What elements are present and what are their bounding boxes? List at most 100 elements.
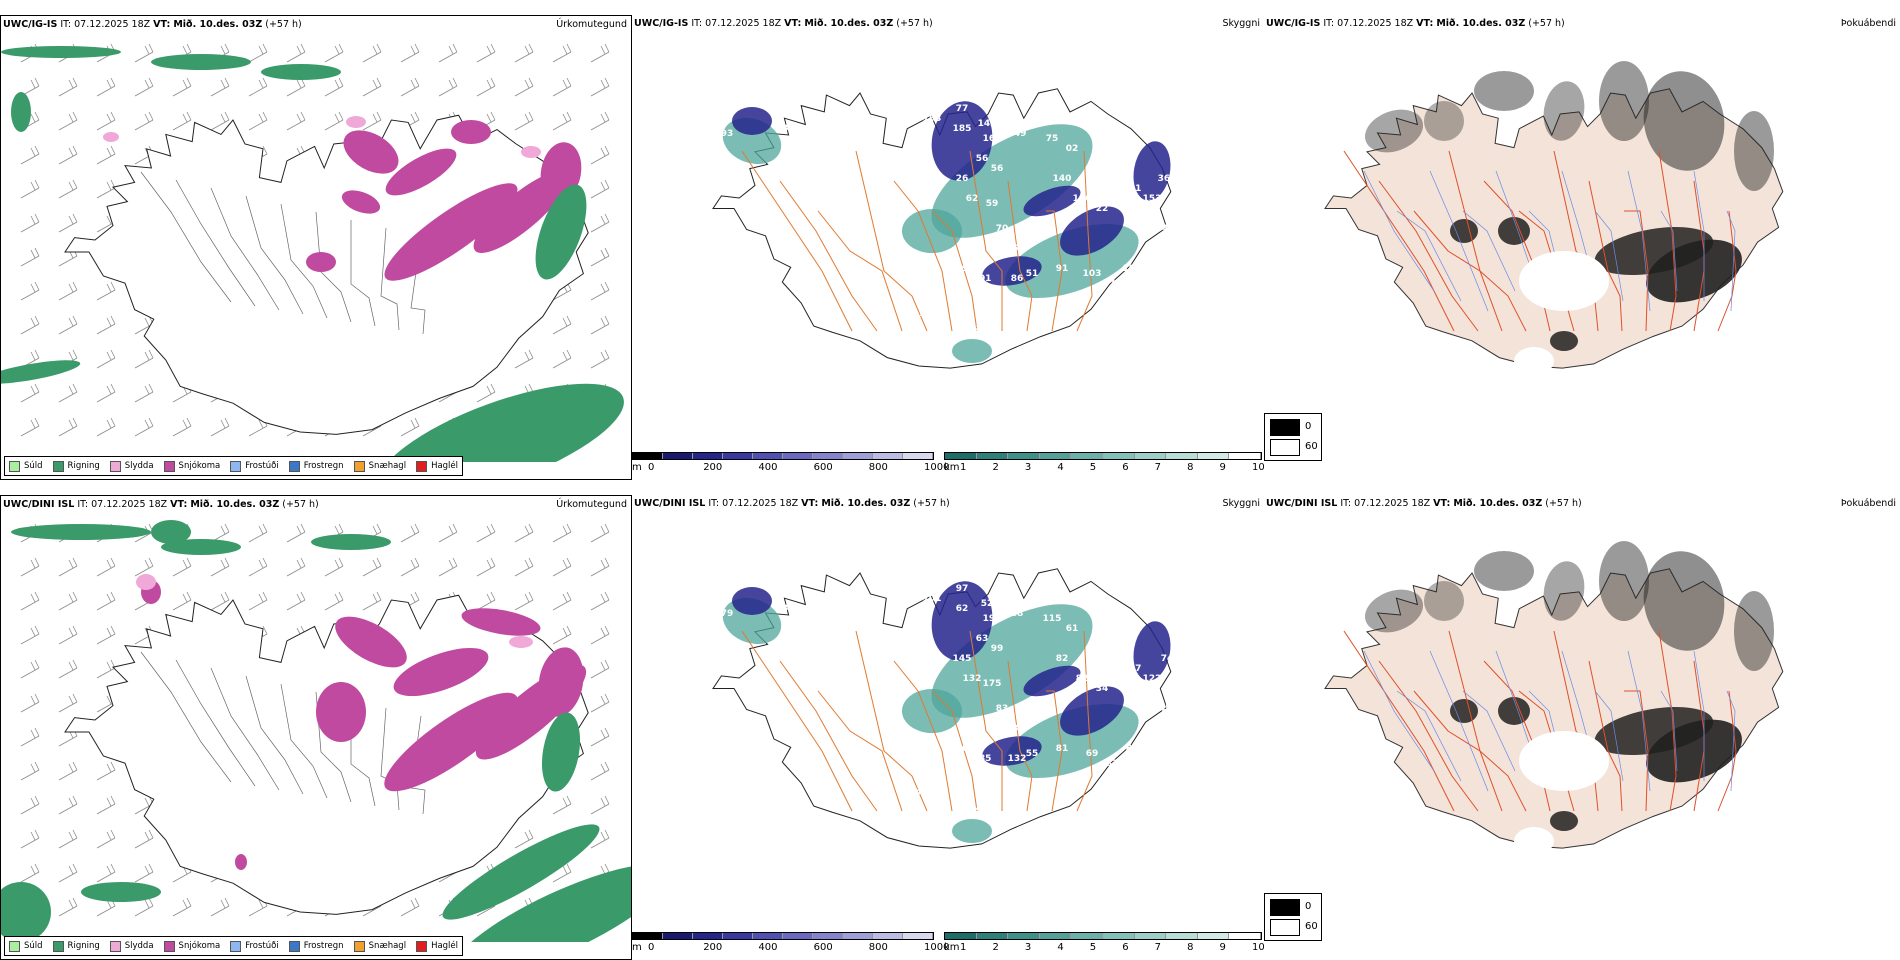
road-line <box>140 651 232 783</box>
wind-barb <box>438 77 458 97</box>
snow-area <box>384 692 518 792</box>
wind-barb <box>590 727 610 747</box>
road-line <box>280 203 328 319</box>
wind-barb <box>96 863 116 883</box>
wind-barb <box>58 111 78 131</box>
visibility-value-label: 56 <box>976 154 989 164</box>
wind-barb <box>286 43 306 63</box>
wind-barb <box>514 349 534 369</box>
wind-barb <box>476 523 496 543</box>
wind-barb <box>286 523 306 543</box>
river-line <box>1363 170 1435 292</box>
visibility-value-label: 93 <box>721 129 734 139</box>
river-line <box>1660 210 1678 292</box>
visibility-value-label: 56 <box>991 164 1004 174</box>
wind-barb <box>20 591 40 611</box>
wind-barb <box>590 43 610 63</box>
wind-barb <box>514 77 534 97</box>
visibility-value-label: 99 <box>956 264 969 274</box>
visibility-value-label: 45 <box>976 804 989 814</box>
colorbar-tick: 1 <box>960 942 967 953</box>
legend-label: Frostregn <box>303 941 344 951</box>
wind-barb <box>172 417 192 437</box>
wind-barb <box>58 659 78 679</box>
visibility-value-label: 101 <box>923 594 942 604</box>
road-line <box>931 690 978 812</box>
sleet-area <box>346 116 366 128</box>
wind-barb <box>96 761 116 781</box>
vis_m_scale-colorbar: m 0 200 400 600 800 1000 <box>632 450 949 480</box>
visibility-value-label: 185 <box>953 124 972 134</box>
fog-legend: 0 60 <box>1264 893 1322 941</box>
snow-area <box>316 682 366 742</box>
colorbar-segment <box>663 453 693 459</box>
road-line <box>1413 690 1503 812</box>
wind-barb <box>438 43 458 63</box>
fog-map <box>1324 61 1784 375</box>
very-low-visibility-area <box>931 101 993 181</box>
colorbar-tick: 600 <box>813 462 833 473</box>
visibility-value-label: 192 <box>983 614 1002 624</box>
wind-barb <box>96 591 116 611</box>
colorbar-segment <box>1229 453 1261 459</box>
wind-barb <box>172 557 192 577</box>
road-line <box>1658 630 1677 812</box>
wind-barb <box>172 591 192 611</box>
panel-header: UWC/DINI ISL IT: 07.12.2025 18Z VT: Mið.… <box>634 498 1262 512</box>
rain-area <box>1 882 51 942</box>
colorbar-segment <box>693 453 723 459</box>
wind-barb <box>438 557 458 577</box>
colorbar-tick: 3 <box>1024 942 1032 953</box>
wind-barb <box>210 523 230 543</box>
legend-label: Haglél <box>431 461 459 471</box>
fog-area <box>1550 811 1578 831</box>
wind-barb <box>134 417 154 437</box>
wind-barb <box>324 591 344 611</box>
wind-barb <box>552 863 572 883</box>
road-line <box>779 180 878 332</box>
vt-label: VT: <box>801 498 819 509</box>
lead-time: (+57 h) <box>282 499 319 510</box>
wind-barb <box>514 829 534 849</box>
visibility-value-label: 145 <box>953 654 972 664</box>
wind-barb <box>552 315 572 335</box>
legend-label: Súld <box>24 461 43 471</box>
colorbar-unit: km <box>944 462 960 473</box>
panel-header: UWC/IG-IS IT: 07.12.2025 18Z VT: Mið. 10… <box>1266 18 1898 32</box>
fog-legend-swatch-min <box>1270 919 1300 936</box>
panel-header: UWC/DINI ISL IT: 07.12.2025 18Z VT: Mið.… <box>1266 498 1898 512</box>
river-line <box>1594 690 1624 782</box>
river-line <box>1396 690 1462 782</box>
snow-area <box>393 647 489 697</box>
wind-barb <box>96 77 116 97</box>
legend-item: Slydda <box>109 460 154 472</box>
wind-barb <box>96 179 116 199</box>
it-value: 07.12.2025 18Z <box>705 18 782 29</box>
visibility-value-label: 83 <box>956 414 969 424</box>
road-line <box>741 150 853 332</box>
colorbar-segment <box>1071 453 1103 459</box>
visibility-value-label: 09 <box>926 269 939 279</box>
colorbar-segment <box>753 453 783 459</box>
wind-barb <box>58 213 78 233</box>
colorbar-segment <box>1008 453 1040 459</box>
visibility-value-label: 166 <box>1073 194 1092 204</box>
colorbar-tick: 2 <box>992 462 999 473</box>
road-line <box>1413 210 1503 332</box>
colorbar-unit: m <box>632 462 642 473</box>
visibility-value-label: 227 <box>1123 664 1142 674</box>
road-line <box>1448 630 1527 812</box>
colorbar-tick: 1 <box>960 462 967 473</box>
legend-label: Snjókoma <box>178 461 221 471</box>
colorbar-tick: 200 <box>703 462 723 473</box>
panel-title: Þokuábendi <box>1840 498 1896 509</box>
road-line <box>1076 630 1093 812</box>
visibility-value-label: 41 <box>956 894 969 904</box>
colorbar-strip <box>632 452 934 460</box>
fog-map <box>1324 541 1784 855</box>
road-line <box>1658 150 1677 332</box>
wind-barb <box>58 863 78 883</box>
panel-header: UWC/IG-IS IT: 07.12.2025 18Z VT: Mið. 10… <box>634 18 1262 32</box>
it-label: IT: <box>708 498 720 509</box>
wind-barb <box>248 523 268 543</box>
